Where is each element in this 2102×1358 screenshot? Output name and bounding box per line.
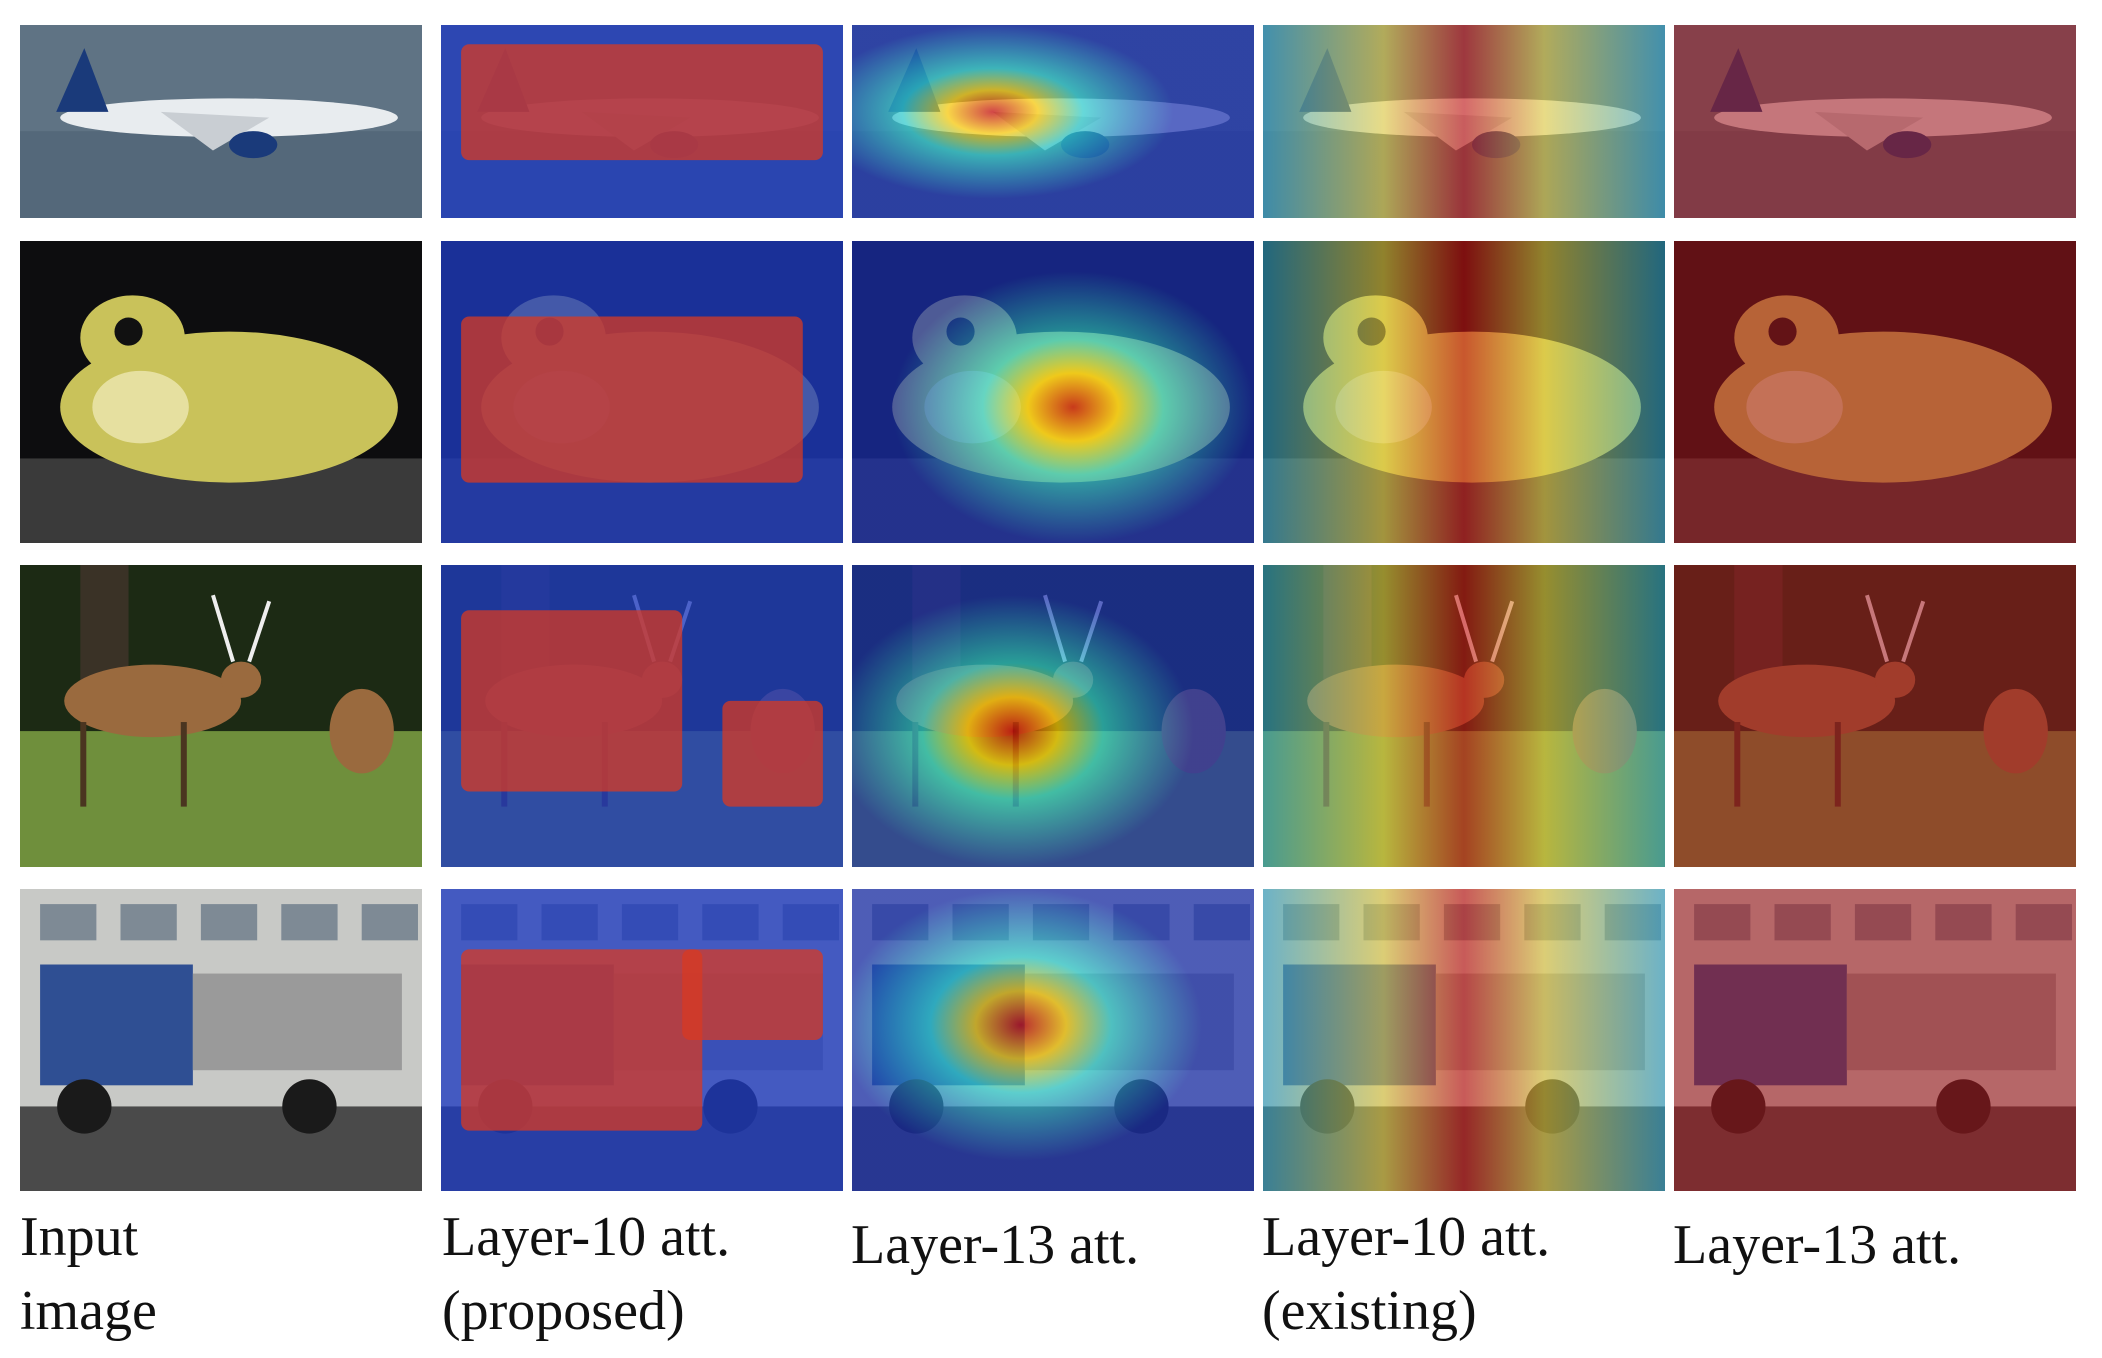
truck-proposed-13-image bbox=[852, 889, 1254, 1191]
airplane-input-image bbox=[20, 25, 422, 218]
truck-proposed-10-image bbox=[441, 889, 843, 1191]
truck-input-image bbox=[20, 889, 422, 1191]
deer-existing-10-image bbox=[1263, 565, 1665, 867]
deer-proposed-10-image bbox=[441, 565, 843, 867]
frog-existing-10-image bbox=[1263, 241, 1665, 543]
caption-layer13-existing: Layer-13 att. bbox=[1673, 1214, 1962, 1276]
caption-layer10-proposed: Layer-10 att. (proposed) bbox=[442, 1206, 731, 1342]
caption-input-image: Input image bbox=[20, 1206, 157, 1342]
caption-layer10-existing: Layer-10 att. (existing) bbox=[1262, 1206, 1551, 1342]
frog-proposed-10-image bbox=[441, 241, 843, 543]
caption-layer13-proposed: Layer-13 att. bbox=[851, 1214, 1140, 1276]
frog-existing-13-image bbox=[1674, 241, 2076, 543]
deer-existing-13-image bbox=[1674, 565, 2076, 867]
airplane-existing-10-image bbox=[1263, 25, 1665, 218]
deer-input-image bbox=[20, 565, 422, 867]
frog-input-image bbox=[20, 241, 422, 543]
airplane-existing-13-image bbox=[1674, 25, 2076, 218]
airplane-proposed-10-image bbox=[441, 25, 843, 218]
truck-existing-13-image bbox=[1674, 889, 2076, 1191]
airplane-proposed-13-image bbox=[852, 25, 1254, 218]
deer-proposed-13-image bbox=[852, 565, 1254, 867]
frog-proposed-13-image bbox=[852, 241, 1254, 543]
truck-existing-10-image bbox=[1263, 889, 1665, 1191]
